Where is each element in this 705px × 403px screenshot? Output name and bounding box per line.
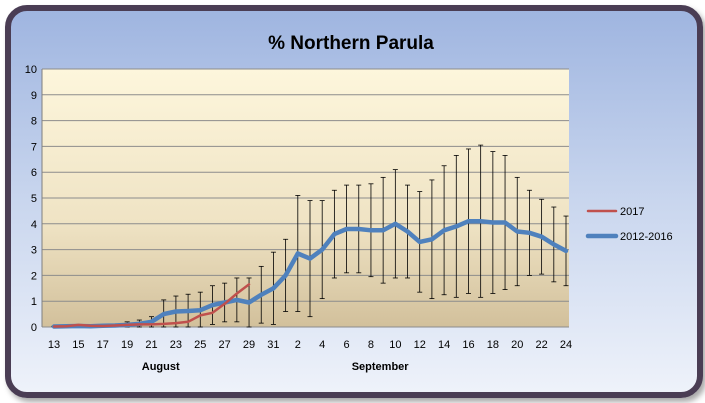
x-tick-label: 15 (72, 339, 84, 351)
y-tick-label: 1 (31, 296, 37, 308)
x-tick-label: 2 (295, 339, 301, 351)
x-tick-label: 14 (438, 339, 450, 351)
x-tick-label: 10 (389, 339, 401, 351)
y-tick-label: 3 (31, 245, 37, 257)
y-tick-label: 8 (31, 116, 37, 128)
x-tick-label: 25 (194, 339, 206, 351)
y-axis: 0 1 2 3 4 5 6 7 8 9 10 (25, 64, 37, 334)
y-tick-label: 2 (31, 270, 37, 282)
y-tick-label: 10 (25, 64, 37, 76)
month-label: September (352, 361, 410, 373)
legend-label: 2017 (620, 206, 644, 218)
y-tick-label: 5 (31, 193, 37, 205)
x-tick-label: 27 (219, 339, 231, 351)
x-tick-label: 24 (560, 339, 572, 351)
x-tick-label: 20 (511, 339, 523, 351)
y-tick-label: 0 (31, 322, 37, 334)
x-tick-label: 22 (535, 339, 547, 351)
x-tick-label: 6 (344, 339, 350, 351)
series-line-2017 (52, 283, 251, 328)
month-label: August (142, 361, 180, 373)
x-tick-label: 19 (121, 339, 133, 351)
chart-title: % Northern Parula (268, 33, 434, 54)
legend-label: 2012-2016 (620, 231, 673, 243)
x-tick-label: 29 (243, 339, 255, 351)
x-tick-label: 12 (414, 339, 426, 351)
month-labels: August September (142, 361, 410, 373)
x-tick-label: 13 (48, 339, 60, 351)
x-tick-label: 23 (170, 339, 182, 351)
gridlines (41, 68, 569, 328)
y-tick-label: 6 (31, 167, 37, 179)
x-tick-label: 4 (319, 339, 325, 351)
x-tick-label: 31 (267, 339, 279, 351)
x-tick-label: 18 (487, 339, 499, 351)
x-tick-label: 16 (462, 339, 474, 351)
legend-entry: 2012-2016 (585, 231, 673, 243)
y-tick-label: 7 (31, 141, 37, 153)
legend: 2017 2012-2016 (585, 206, 673, 243)
legend-entry: 2017 (586, 206, 644, 218)
y-tick-label: 9 (31, 90, 37, 102)
x-tick-label: 17 (97, 339, 109, 351)
x-tick-label: 8 (368, 339, 374, 351)
x-tick-label: 21 (145, 339, 157, 351)
y-tick-label: 4 (31, 219, 37, 231)
series-lines (51, 218, 569, 329)
x-axis: 13 15 17 19 21 23 25 27 29 31 2 4 6 8 10 12 14 16 18 20 22 24 (48, 339, 572, 351)
